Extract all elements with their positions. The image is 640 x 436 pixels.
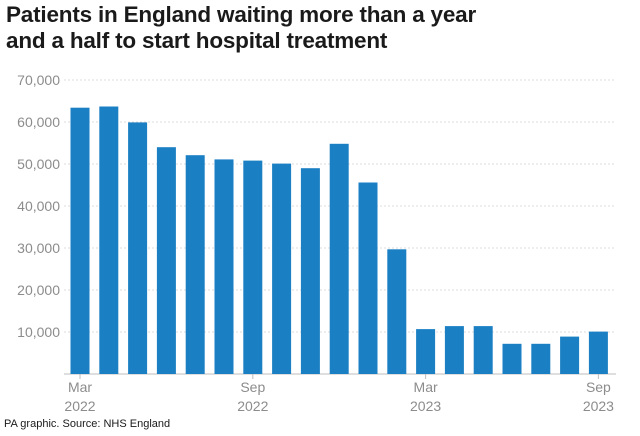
- bar-apr-2023: [444, 326, 464, 374]
- bars: [70, 106, 608, 375]
- bar-jul-2023: [531, 343, 551, 374]
- bar-mar-2022: [70, 107, 90, 374]
- bar-jun-2023: [502, 343, 522, 374]
- bar-feb-2023: [387, 249, 407, 374]
- y-tick-label: 60,000: [17, 114, 60, 130]
- bar-mar-2023: [416, 329, 436, 374]
- x-tick-label-year: 2022: [64, 398, 95, 414]
- x-axis-ticks: Mar 2022 Sep 2022 Mar 2023 Sep 2023: [64, 374, 614, 414]
- bar-oct-2022: [272, 163, 292, 374]
- y-tick-label: 40,000: [17, 198, 60, 214]
- x-tick-label-year: 2022: [237, 398, 268, 414]
- bar-jun-2022: [156, 147, 176, 374]
- bar-jan-2023: [358, 182, 378, 374]
- y-tick-label: 30,000: [17, 240, 60, 256]
- chart-title-line-2: and a half to start hospital treatment: [6, 28, 388, 53]
- y-tick-label: 20,000: [17, 282, 60, 298]
- chart-title-line-1: Patients in England waiting more than a …: [6, 2, 477, 27]
- bar-dec-2022: [329, 143, 349, 374]
- bar-may-2022: [128, 122, 148, 375]
- x-tick-label-month: Sep: [240, 379, 265, 395]
- bar-sep-2023: [588, 331, 608, 374]
- x-tick-label-month: Sep: [586, 379, 611, 395]
- y-tick-label: 50,000: [17, 156, 60, 172]
- bar-may-2023: [473, 326, 493, 374]
- x-tick-label-year: 2023: [410, 398, 441, 414]
- source-note: PA graphic. Source: NHS England: [4, 418, 171, 430]
- bar-apr-2022: [99, 106, 119, 374]
- bar-sep-2022: [243, 160, 263, 374]
- bar-aug-2023: [560, 336, 580, 374]
- y-tick-label: 70,000: [17, 72, 60, 88]
- y-tick-label: 10,000: [17, 324, 60, 340]
- bar-aug-2022: [214, 159, 234, 374]
- bar-jul-2022: [185, 155, 205, 374]
- chart-title: Patients in England waiting more than a …: [6, 2, 626, 54]
- x-tick-label-month: Mar: [414, 379, 438, 395]
- x-tick-label-year: 2023: [583, 398, 614, 414]
- y-axis-ticks: 10,000 20,000 30,000 40,000 50,000 60,000 70,0…: [17, 72, 60, 340]
- bar-nov-2022: [300, 168, 320, 374]
- x-tick-label-month: Mar: [68, 379, 92, 395]
